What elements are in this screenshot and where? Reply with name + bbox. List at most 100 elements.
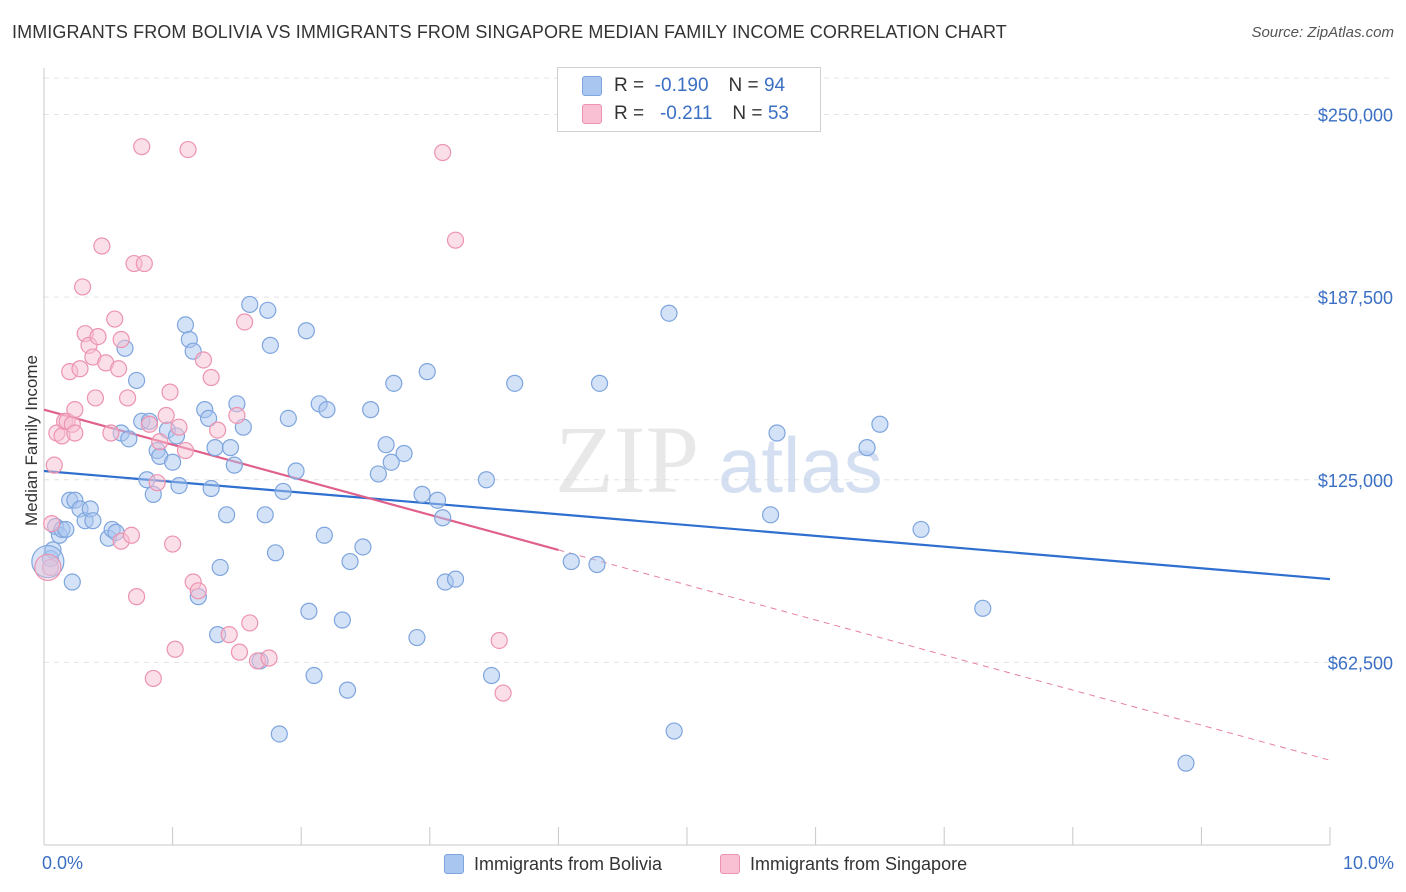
- singapore-point: [73, 278, 92, 296]
- legend-swatch-bolivia: [582, 76, 602, 96]
- singapore-point: [127, 588, 146, 606]
- bolivia-point: [562, 552, 580, 571]
- tick-labels: $62,500 $125,000 $187,500 $250,000 0.0% 10.0%: [42, 106, 1394, 873]
- bolivia-point: [84, 512, 102, 530]
- singapore-point: [109, 360, 128, 378]
- singapore-point: [161, 383, 179, 401]
- singapore-point: [133, 138, 151, 156]
- singapore-point: [170, 418, 188, 436]
- bolivia-point: [768, 424, 786, 442]
- singapore-point: [89, 327, 107, 346]
- legend-r-value: -0.211: [659, 103, 713, 124]
- singapore-point: [106, 310, 124, 328]
- correlation-legend: R = -0.190 N = 94 R = -0.211 N = 53: [557, 67, 821, 132]
- bolivia-point: [164, 453, 182, 471]
- singapore-point: [202, 368, 220, 387]
- bolivia-point: [377, 436, 395, 454]
- bolivia-point: [912, 520, 930, 539]
- singapore-point: [260, 649, 278, 667]
- bolivia-point: [120, 430, 138, 448]
- bolivia-point: [315, 526, 333, 544]
- y-tick-label: $62,500: [1328, 653, 1393, 673]
- bolivia-point: [369, 465, 387, 483]
- bolivia-point: [225, 456, 243, 474]
- bolivia-point: [261, 336, 279, 354]
- bolivia-point: [270, 725, 288, 743]
- singapore-point: [122, 526, 141, 544]
- bolivia-point: [274, 482, 292, 501]
- bolivia-point: [305, 666, 323, 685]
- singapore-point: [490, 631, 508, 650]
- singapore-point: [209, 421, 227, 439]
- bolivia-point: [211, 558, 229, 577]
- y-axis-label: Median Family Income: [22, 354, 41, 526]
- singapore-point: [194, 351, 213, 369]
- bolivia-point: [434, 509, 452, 527]
- singapore-point: [43, 514, 61, 533]
- singapore-point: [434, 143, 452, 162]
- bolivia-point: [266, 544, 285, 562]
- singapore-point: [102, 424, 120, 442]
- bolivia-point: [382, 453, 400, 471]
- y-tick-label: $250,000: [1318, 106, 1393, 126]
- singapore-point: [66, 424, 84, 442]
- bottom-legend-singapore: Immigrants from Singapore: [720, 850, 967, 878]
- singapore-point: [151, 433, 169, 451]
- singapore-point: [157, 406, 175, 425]
- x-tick-label: 0.0%: [42, 853, 83, 873]
- bolivia-point: [338, 681, 357, 699]
- singapore-point: [140, 415, 159, 433]
- legend-r-label: R =: [614, 75, 645, 96]
- legend-r-label: R =: [614, 103, 645, 124]
- bolivia-point: [506, 374, 524, 392]
- bolivia-point: [297, 322, 315, 340]
- legend-n-label: N =: [732, 103, 763, 124]
- data-points: [31, 138, 1195, 772]
- bolivia-point: [241, 295, 259, 314]
- bottom-legend-bolivia: Immigrants from Bolivia: [444, 850, 662, 878]
- legend-row-bolivia: R = -0.190 N = 94: [582, 73, 785, 99]
- bolivia-point: [477, 471, 495, 489]
- singapore-point: [66, 401, 84, 419]
- bolivia-point: [127, 371, 146, 390]
- legend-r-value: -0.190: [654, 75, 709, 96]
- singapore-point: [41, 558, 60, 577]
- bolivia-trend-line: [43, 469, 1331, 581]
- bolivia-point: [408, 628, 426, 647]
- chart-title: IMMIGRANTS FROM BOLIVIA VS IMMIGRANTS FR…: [12, 22, 1007, 42]
- grid-lines: [44, 77, 1393, 663]
- bottom-legend-label: Immigrants from Singapore: [750, 853, 968, 874]
- axes: [43, 68, 1331, 846]
- bolivia-point: [259, 301, 277, 319]
- singapore-point: [34, 553, 62, 582]
- bolivia-point: [362, 401, 380, 419]
- bottom-swatch-singapore: [720, 854, 740, 874]
- bolivia-point: [413, 485, 431, 503]
- singapore-point: [71, 360, 89, 378]
- singapore-point: [236, 313, 254, 331]
- singapore-point: [93, 237, 111, 255]
- singapore-point: [144, 669, 162, 688]
- singapore-point: [228, 406, 246, 425]
- bolivia-point: [761, 506, 780, 524]
- legend-swatch-singapore: [582, 104, 602, 124]
- legend-row-singapore: R = -0.211 N = 53: [582, 101, 789, 127]
- watermark-zip: ZIP: [555, 406, 699, 513]
- bolivia-point: [31, 544, 65, 579]
- bolivia-point: [170, 477, 188, 495]
- bolivia-point: [202, 479, 220, 498]
- bolivia-point: [333, 611, 351, 629]
- bolivia-point: [354, 538, 372, 556]
- bolivia-point: [974, 599, 992, 617]
- bolivia-point: [218, 506, 236, 524]
- bolivia-point: [428, 491, 447, 509]
- bottom-legend-label: Immigrants from Bolivia: [474, 853, 663, 874]
- singapore-point: [179, 140, 197, 159]
- singapore-point: [135, 254, 153, 273]
- bolivia-point: [385, 374, 403, 392]
- watermark: ZIP atlas: [555, 406, 883, 513]
- source-label: Source: ZipAtlas.com: [1251, 24, 1394, 41]
- singapore-point: [166, 640, 184, 658]
- singapore-point: [176, 441, 195, 460]
- bottom-swatch-bolivia: [444, 854, 464, 874]
